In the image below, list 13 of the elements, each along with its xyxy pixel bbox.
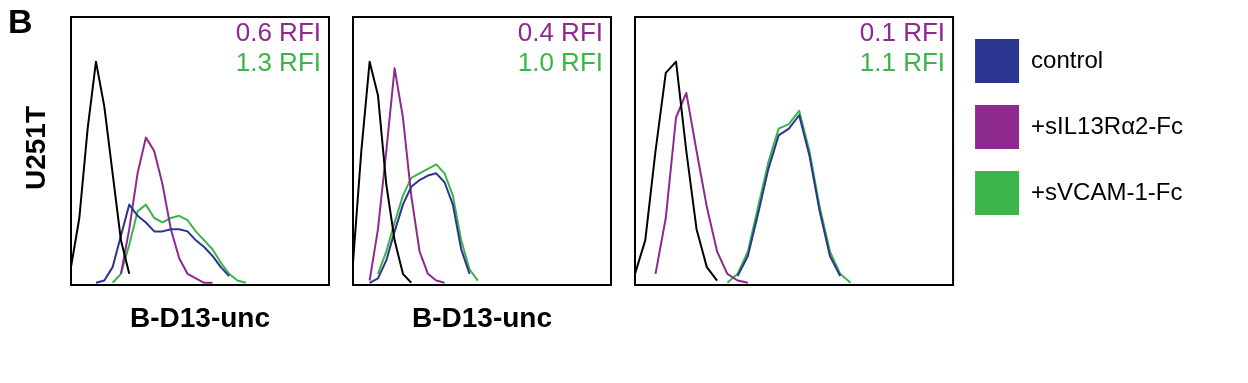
- annotation: 1.0 RFI: [517, 47, 603, 78]
- legend-label: +sVCAM-1-Fc: [1031, 177, 1183, 205]
- y-axis-title: U251T: [20, 105, 52, 191]
- text: 0.4 RFI: [517, 17, 603, 48]
- chart-title: B: [8, 2, 33, 41]
- annotation: 1.3 RFI: [235, 47, 321, 78]
- annotation: 1.1 RFI: [859, 47, 946, 78]
- x-axis-title: B-D13-unc: [411, 302, 553, 334]
- text: 0.1 RFI: [859, 17, 946, 48]
- legend-label: control: [1031, 45, 1104, 73]
- x-axis-title: B-D13-unc: [129, 302, 271, 334]
- legend-label: +sIL13Rα2-Fc: [1031, 111, 1183, 139]
- text: 0.6 RFI: [235, 17, 321, 48]
